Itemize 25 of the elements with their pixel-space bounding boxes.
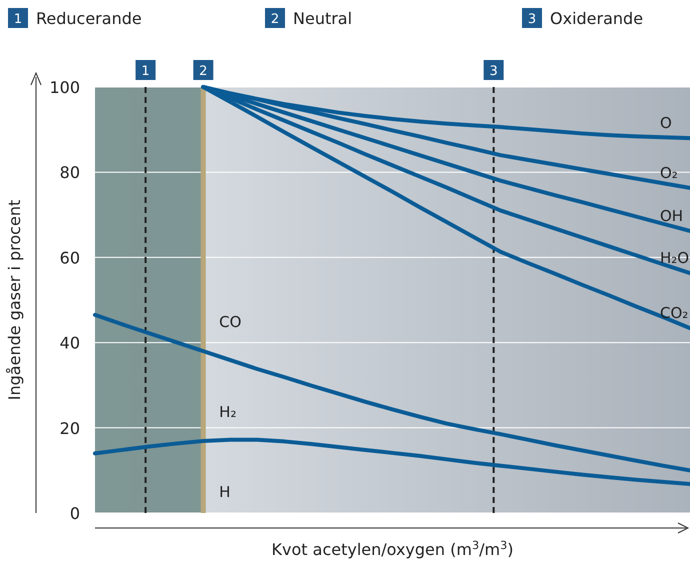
series-label: O₂ bbox=[660, 164, 678, 182]
y-tick-label: 60 bbox=[60, 248, 80, 268]
text: 2 bbox=[199, 64, 208, 79]
y-tick-label: 40 bbox=[60, 334, 80, 353]
x-axis-title: Kvot acetylen/oxygen (m$^{3}$/m$^{3}$) bbox=[272, 538, 514, 559]
text: 3 bbox=[528, 12, 536, 27]
series-label: O bbox=[660, 114, 672, 132]
text: 1 bbox=[141, 64, 150, 79]
series-label: H₂ bbox=[219, 403, 236, 422]
text: 3 bbox=[490, 64, 498, 79]
y-tick-label: 80 bbox=[60, 163, 80, 182]
text: Neutral bbox=[293, 9, 352, 28]
annotation: H bbox=[219, 483, 230, 502]
y-tick-label: 100 bbox=[49, 78, 80, 97]
text: Reducerande bbox=[36, 9, 142, 28]
text: Oxiderande bbox=[550, 9, 644, 28]
series-label: H₂O bbox=[660, 249, 690, 268]
series-label: CO₂ bbox=[660, 304, 688, 322]
text: 1 bbox=[14, 12, 22, 27]
text: 2 bbox=[270, 12, 280, 27]
y-tick-label: 0 bbox=[70, 504, 80, 523]
y-axis-title: Ingående gaser i procent bbox=[5, 200, 24, 400]
series-label: OH bbox=[660, 206, 684, 225]
y-tick-label: 20 bbox=[60, 418, 80, 438]
series-label: CO bbox=[219, 313, 242, 332]
